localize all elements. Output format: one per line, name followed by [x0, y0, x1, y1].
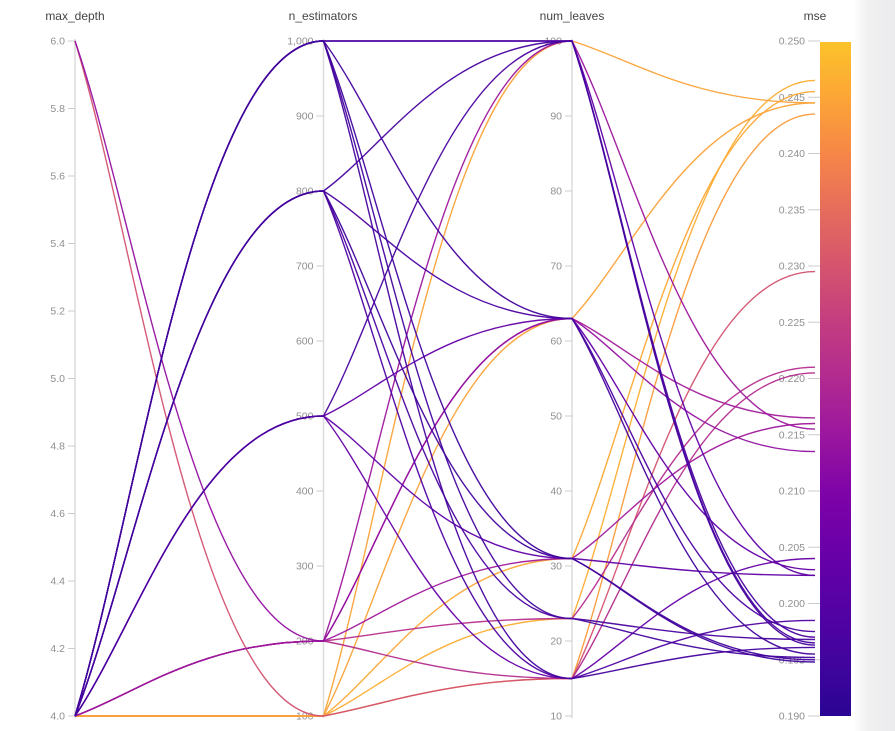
tick-label-mse-0.190: 0.190: [779, 711, 805, 723]
tick-label-max_depth-5.4: 5.4: [50, 238, 65, 250]
tick-label-mse-0.225: 0.225: [779, 317, 805, 329]
tick-label-mse-0.200: 0.200: [779, 598, 805, 610]
tick-label-num_leaves-40: 40: [550, 486, 562, 498]
tick-label-n_estimators-400: 400: [296, 486, 314, 498]
run-line: [74, 40, 816, 717]
run-line: [74, 40, 816, 642]
tick-label-n_estimators-900: 900: [296, 111, 314, 123]
tick-label-n_estimators-600: 600: [296, 336, 314, 348]
run-line: [74, 415, 816, 717]
tick-label-num_leaves-60: 60: [550, 336, 562, 348]
axis-title-n_estimators: n_estimators: [288, 9, 358, 23]
tick-label-mse-0.210: 0.210: [779, 486, 805, 498]
tick-label-max_depth-4.2: 4.2: [50, 643, 65, 655]
tick-label-mse-0.230: 0.230: [779, 261, 805, 273]
tick-label-num_leaves-70: 70: [550, 261, 562, 273]
axis-title-num_leaves: num_leaves: [539, 9, 605, 23]
tick-label-mse-0.235: 0.235: [779, 204, 805, 216]
tick-label-max_depth-4.8: 4.8: [50, 441, 65, 453]
run-line: [74, 40, 816, 717]
run-line: [74, 40, 816, 717]
tick-label-mse-0.250: 0.250: [779, 36, 805, 48]
tick-label-num_leaves-20: 20: [550, 636, 562, 648]
tick-label-max_depth-5.2: 5.2: [50, 306, 65, 318]
tick-label-max_depth-4.4: 4.4: [50, 576, 65, 588]
tick-label-num_leaves-90: 90: [550, 111, 562, 123]
axis-title-mse: mse: [803, 9, 827, 23]
tick-label-n_estimators-500: 500: [296, 411, 314, 423]
run-line: [74, 40, 816, 717]
run-line: [74, 40, 816, 717]
tick-label-max_depth-4.6: 4.6: [50, 508, 65, 520]
run-line: [74, 40, 816, 717]
tick-label-max_depth-4.0: 4.0: [50, 711, 65, 723]
run-line: [74, 422, 816, 717]
run-line: [75, 40, 816, 717]
tick-label-max_depth-5.0: 5.0: [50, 373, 65, 385]
colorbar: [820, 42, 851, 716]
tick-label-mse-0.240: 0.240: [779, 148, 805, 160]
run-line: [74, 415, 816, 717]
run-line: [75, 79, 816, 717]
run-line: [74, 40, 816, 717]
tick-label-num_leaves-50: 50: [550, 411, 562, 423]
tick-label-mse-0.205: 0.205: [779, 542, 805, 554]
tick-label-max_depth-5.6: 5.6: [50, 171, 65, 183]
run-line: [74, 40, 816, 717]
panel-edge: [855, 0, 895, 731]
run-line: [74, 40, 816, 717]
tick-label-n_estimators-1,000: 1,000: [287, 36, 313, 48]
tick-label-mse-0.220: 0.220: [779, 373, 805, 385]
tick-label-num_leaves-80: 80: [550, 186, 562, 198]
run-line: [74, 372, 816, 717]
tick-label-n_estimators-800: 800: [296, 186, 314, 198]
tick-label-max_depth-6.0: 6.0: [50, 36, 65, 48]
run-line: [74, 190, 816, 717]
tick-label-mse-0.215: 0.215: [779, 429, 805, 441]
axis-title-max_depth: max_depth: [45, 9, 105, 23]
tick-label-num_leaves-30: 30: [550, 561, 562, 573]
tick-label-n_estimators-300: 300: [296, 561, 314, 573]
tick-label-mse-0.245: 0.245: [779, 92, 805, 104]
run-line: [74, 40, 816, 717]
tick-label-num_leaves-10: 10: [550, 711, 562, 723]
run-line: [75, 113, 816, 717]
tick-label-n_estimators-700: 700: [296, 261, 314, 273]
tick-label-max_depth-5.8: 5.8: [50, 103, 65, 115]
run-line: [75, 90, 816, 717]
